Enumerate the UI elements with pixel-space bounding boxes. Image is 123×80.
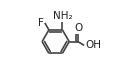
Text: F: F [38,18,44,28]
Text: O: O [74,23,82,33]
Text: NH₂: NH₂ [53,11,72,21]
Text: OH: OH [85,40,101,50]
